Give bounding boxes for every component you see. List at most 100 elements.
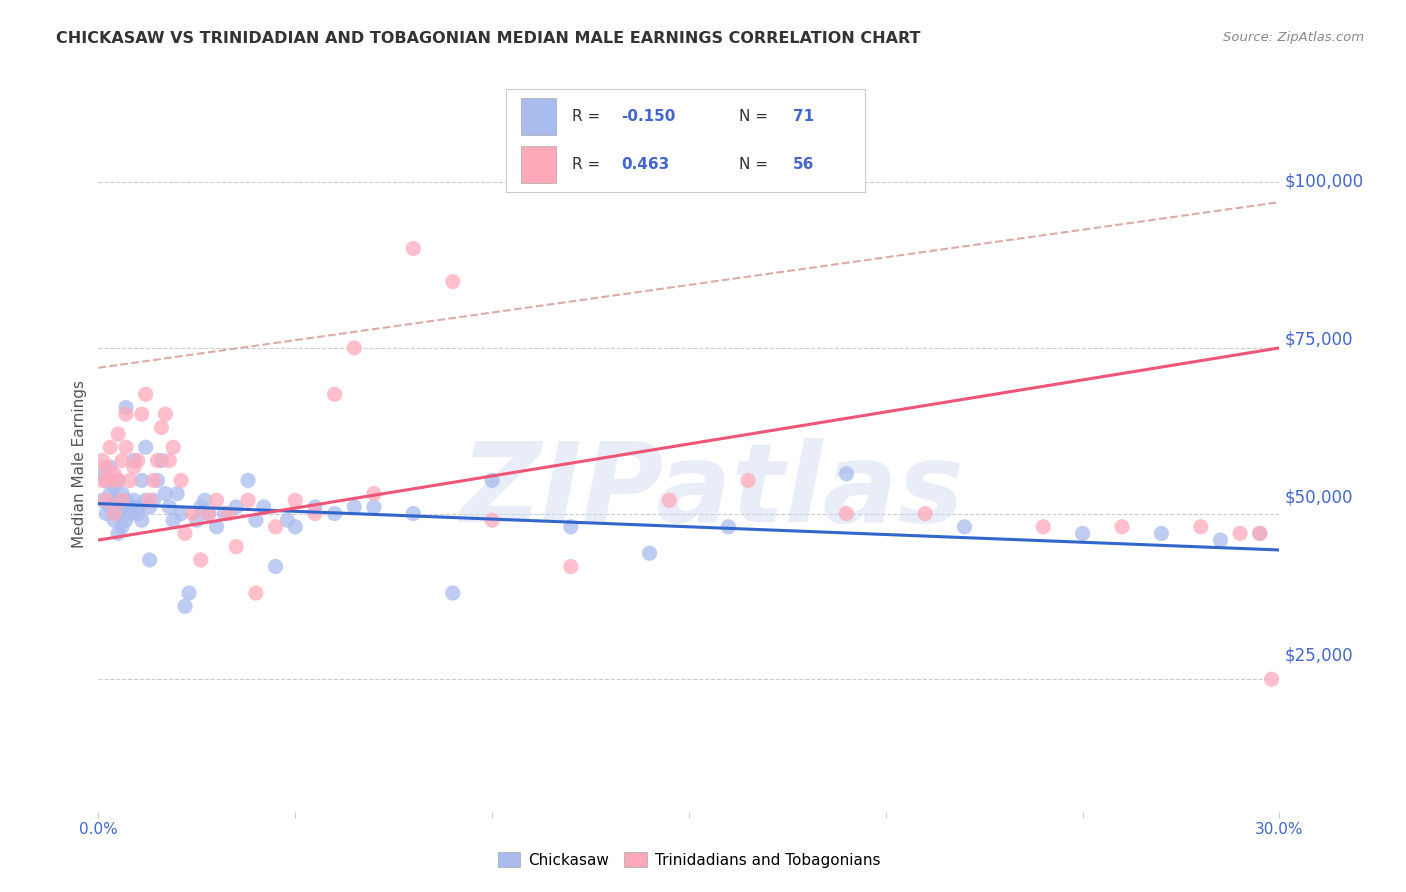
Point xyxy=(115,513,138,527)
Point xyxy=(135,440,157,454)
Point xyxy=(1249,526,1271,541)
Point xyxy=(118,507,141,521)
Text: 71: 71 xyxy=(793,110,814,124)
Point xyxy=(638,546,661,560)
Point xyxy=(131,474,153,488)
Point xyxy=(1032,520,1054,534)
Point xyxy=(190,553,212,567)
Point xyxy=(146,453,169,467)
Text: R =: R = xyxy=(572,110,606,124)
Point xyxy=(560,559,582,574)
Point xyxy=(157,453,180,467)
Point xyxy=(717,520,740,534)
Point xyxy=(127,453,149,467)
Point xyxy=(253,500,276,514)
Point xyxy=(284,520,307,534)
Point xyxy=(1209,533,1232,547)
Point xyxy=(96,474,118,488)
Point xyxy=(205,520,228,534)
Point xyxy=(98,460,121,475)
Point xyxy=(205,493,228,508)
Point xyxy=(402,507,425,521)
Point xyxy=(91,474,114,488)
Point xyxy=(127,500,149,514)
Point xyxy=(157,500,180,514)
Point xyxy=(236,474,259,488)
Point xyxy=(197,507,219,521)
Point xyxy=(118,474,141,488)
Point xyxy=(98,500,121,514)
Point xyxy=(107,493,129,508)
Point xyxy=(135,387,157,401)
Point xyxy=(323,387,346,401)
Point xyxy=(245,586,267,600)
Point xyxy=(186,513,208,527)
FancyBboxPatch shape xyxy=(520,145,557,183)
Point xyxy=(1150,526,1173,541)
Point xyxy=(142,493,165,508)
Point xyxy=(166,486,188,500)
Point xyxy=(138,493,160,508)
Point xyxy=(363,500,385,514)
Point xyxy=(103,493,125,508)
Text: Source: ZipAtlas.com: Source: ZipAtlas.com xyxy=(1223,31,1364,45)
Point xyxy=(127,507,149,521)
Point xyxy=(111,493,134,508)
Point xyxy=(1111,520,1133,534)
Point xyxy=(170,474,193,488)
Point xyxy=(1071,526,1094,541)
Point xyxy=(103,507,125,521)
Point xyxy=(138,500,160,514)
Point xyxy=(1260,672,1282,686)
Point xyxy=(560,520,582,534)
Point xyxy=(1189,520,1212,534)
Point xyxy=(111,486,134,500)
Point xyxy=(131,513,153,527)
FancyBboxPatch shape xyxy=(520,98,557,136)
Text: N =: N = xyxy=(740,157,773,171)
Point xyxy=(107,427,129,442)
Point xyxy=(142,474,165,488)
Point xyxy=(177,586,200,600)
Point xyxy=(217,507,239,521)
Point xyxy=(150,420,173,434)
Point xyxy=(98,440,121,454)
Point xyxy=(138,553,160,567)
Point xyxy=(131,407,153,421)
Point xyxy=(174,599,197,614)
Point xyxy=(103,467,125,481)
Point xyxy=(264,520,287,534)
Point xyxy=(115,407,138,421)
Point xyxy=(146,474,169,488)
Point xyxy=(441,275,464,289)
Point xyxy=(174,526,197,541)
Point xyxy=(103,480,125,494)
Point xyxy=(402,242,425,256)
Text: N =: N = xyxy=(740,110,773,124)
Point xyxy=(284,493,307,508)
Legend: Chickasaw, Trinidadians and Tobagonians: Chickasaw, Trinidadians and Tobagonians xyxy=(492,846,886,873)
Point xyxy=(98,474,121,488)
Text: 0.463: 0.463 xyxy=(621,157,669,171)
Point xyxy=(276,513,298,527)
Point xyxy=(197,507,219,521)
Point xyxy=(953,520,976,534)
Point xyxy=(111,453,134,467)
Point xyxy=(304,500,326,514)
Point xyxy=(343,341,366,355)
Point xyxy=(122,460,145,475)
Text: -0.150: -0.150 xyxy=(621,110,675,124)
Point xyxy=(225,540,247,554)
Point xyxy=(835,507,858,521)
Point xyxy=(96,493,118,508)
Point xyxy=(236,493,259,508)
Text: 56: 56 xyxy=(793,157,814,171)
Point xyxy=(96,460,118,475)
Point xyxy=(135,493,157,508)
Point xyxy=(162,440,184,454)
Point xyxy=(111,520,134,534)
Point xyxy=(91,467,114,481)
Point xyxy=(150,453,173,467)
Point xyxy=(1229,526,1251,541)
Point xyxy=(194,493,217,508)
